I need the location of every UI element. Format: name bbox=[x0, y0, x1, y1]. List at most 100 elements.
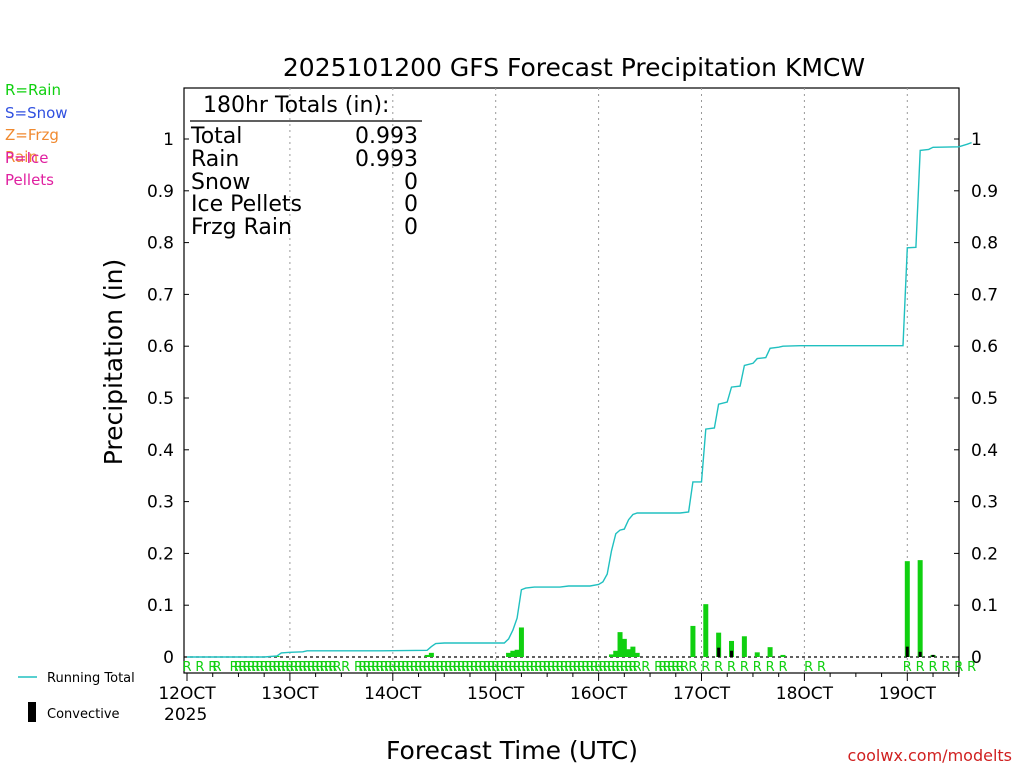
rain-bar bbox=[904, 561, 910, 657]
ptype-legend-frzg-rain: Z=Frzg Rain bbox=[5, 126, 59, 166]
ptype-marker-r: R bbox=[277, 660, 286, 675]
running-total-line bbox=[187, 141, 972, 658]
totals-label-total: Total bbox=[190, 124, 242, 149]
convective-bar bbox=[905, 646, 909, 657]
ptype-marker-r: R bbox=[388, 660, 397, 675]
ptype-marker-r: R bbox=[538, 660, 547, 675]
totals-value-frzg-rain: 0 bbox=[404, 215, 418, 240]
ptype-marker-r: R bbox=[551, 660, 560, 675]
y-tick-label-left: 0.4 bbox=[147, 441, 174, 461]
ptype-marker-r: R bbox=[182, 660, 191, 675]
ptype-marker-r: R bbox=[916, 660, 925, 675]
x-tick-label: 17OCT bbox=[673, 684, 731, 704]
ptype-marker-r: R bbox=[530, 660, 539, 675]
ptype-marker-r: R bbox=[453, 660, 462, 675]
rain-bar bbox=[506, 652, 512, 657]
y-tick-label-right: 0.5 bbox=[971, 389, 998, 409]
ptype-marker-r: R bbox=[298, 660, 307, 675]
ptype-legend-ice-pellets: P=Ice Pellets bbox=[5, 149, 54, 189]
ptype-marker-r: R bbox=[405, 660, 414, 675]
x-tick-label: 15OCT bbox=[467, 684, 525, 704]
ptype-marker-r: R bbox=[504, 660, 513, 675]
ptype-marker-r: R bbox=[474, 660, 483, 675]
rain-bar bbox=[690, 625, 696, 657]
ptype-marker-r: R bbox=[641, 660, 650, 675]
ptype-marker-r: R bbox=[285, 660, 294, 675]
ptype-marker-r: R bbox=[247, 660, 256, 675]
ptype-marker-r: R bbox=[658, 660, 667, 675]
ptype-marker-r: R bbox=[423, 660, 432, 675]
rain-bar bbox=[634, 652, 640, 657]
ptype-marker-r: R bbox=[431, 660, 440, 675]
ptype-marker-r: R bbox=[393, 660, 402, 675]
ptype-marker-r: R bbox=[701, 660, 710, 675]
totals-value-snow: 0 bbox=[404, 170, 418, 195]
y-tick-label-right: 0.4 bbox=[971, 441, 998, 461]
ptype-marker-r: R bbox=[397, 660, 406, 675]
ptype-marker-r: R bbox=[654, 660, 663, 675]
ptype-marker-r: R bbox=[195, 660, 204, 675]
ptype-marker-r: R bbox=[594, 660, 603, 675]
convective-legend-swatch bbox=[28, 702, 36, 722]
gridlines bbox=[289, 88, 908, 673]
ptype-marker-r: R bbox=[633, 660, 642, 675]
ptype-marker-r: R bbox=[384, 660, 393, 675]
ptype-legend-rain: R=Rain bbox=[5, 81, 61, 99]
x-tick-label: 18OCT bbox=[776, 684, 834, 704]
x-axis-title: Forecast Time (UTC) bbox=[386, 736, 638, 765]
y-tick-label-left: 0 bbox=[163, 648, 174, 668]
ptype-marker-r: R bbox=[303, 660, 312, 675]
totals-box: 180hr Totals (in): Total 0.993 Rain 0.99… bbox=[190, 93, 422, 240]
ptype-marker-r: R bbox=[560, 660, 569, 675]
ptype-marker-r: R bbox=[954, 660, 963, 675]
totals-value-ice-pellets: 0 bbox=[404, 192, 418, 217]
ptype-marker-r: R bbox=[410, 660, 419, 675]
ptype-marker-r: R bbox=[967, 660, 976, 675]
convective-bar bbox=[918, 651, 922, 657]
y-tick-label-right: 0.8 bbox=[971, 234, 998, 254]
rain-bar bbox=[729, 640, 735, 657]
y-tick-label-left: 0.8 bbox=[147, 234, 174, 254]
y-tick-label-right: 0.7 bbox=[971, 285, 998, 305]
y-tick-label-left: 1 bbox=[163, 130, 174, 150]
ptype-legend-snow: S=Snow bbox=[5, 104, 68, 122]
ptype-marker-r: R bbox=[341, 660, 350, 675]
x-tick-label: 16OCT bbox=[570, 684, 628, 704]
ptype-marker-r: R bbox=[375, 660, 384, 675]
ptype-marker-r: R bbox=[371, 660, 380, 675]
totals-label-snow: Snow bbox=[191, 170, 250, 195]
ptype-marker-r: R bbox=[273, 660, 282, 675]
ptype-marker-r: R bbox=[418, 660, 427, 675]
ptype-marker-r: R bbox=[208, 660, 217, 675]
rain-bar bbox=[754, 652, 760, 657]
ptype-marker-r: R bbox=[903, 660, 912, 675]
ptype-marker-r: R bbox=[333, 660, 342, 675]
ptype-marker-r: R bbox=[495, 660, 504, 675]
ptype-marker-r: R bbox=[234, 660, 243, 675]
y-axis-title: Precipitation (in) bbox=[99, 259, 128, 466]
ptype-marker-r: R bbox=[586, 660, 595, 675]
totals-label-ice-pellets: Ice Pellets bbox=[191, 192, 302, 217]
ptype-marker-r: R bbox=[603, 660, 612, 675]
ptype-marker-r: R bbox=[307, 660, 316, 675]
ptype-marker-r: R bbox=[243, 660, 252, 675]
ptype-marker-r: R bbox=[367, 660, 376, 675]
ptype-marker-r: R bbox=[212, 660, 221, 675]
ptype-marker-r: R bbox=[328, 660, 337, 675]
ptype-marker-r: R bbox=[513, 660, 522, 675]
ptype-marker-r: R bbox=[547, 660, 556, 675]
ptype-marker-r: R bbox=[470, 660, 479, 675]
ptype-marker-r: R bbox=[667, 660, 676, 675]
y-tick-label-left: 0.6 bbox=[147, 337, 174, 357]
chart-title: 2025101200 GFS Forecast Precipitation KM… bbox=[283, 53, 865, 82]
totals-label-rain: Rain bbox=[191, 147, 239, 172]
y-tick-label-right: 0.2 bbox=[971, 544, 998, 564]
ptype-marker-r: R bbox=[590, 660, 599, 675]
ptype-marker-r: R bbox=[611, 660, 620, 675]
ptype-marker-r: R bbox=[268, 660, 277, 675]
ptype-marker-r: R bbox=[941, 660, 950, 675]
ptype-marker-r: R bbox=[251, 660, 260, 675]
ptype-marker-r: R bbox=[620, 660, 629, 675]
